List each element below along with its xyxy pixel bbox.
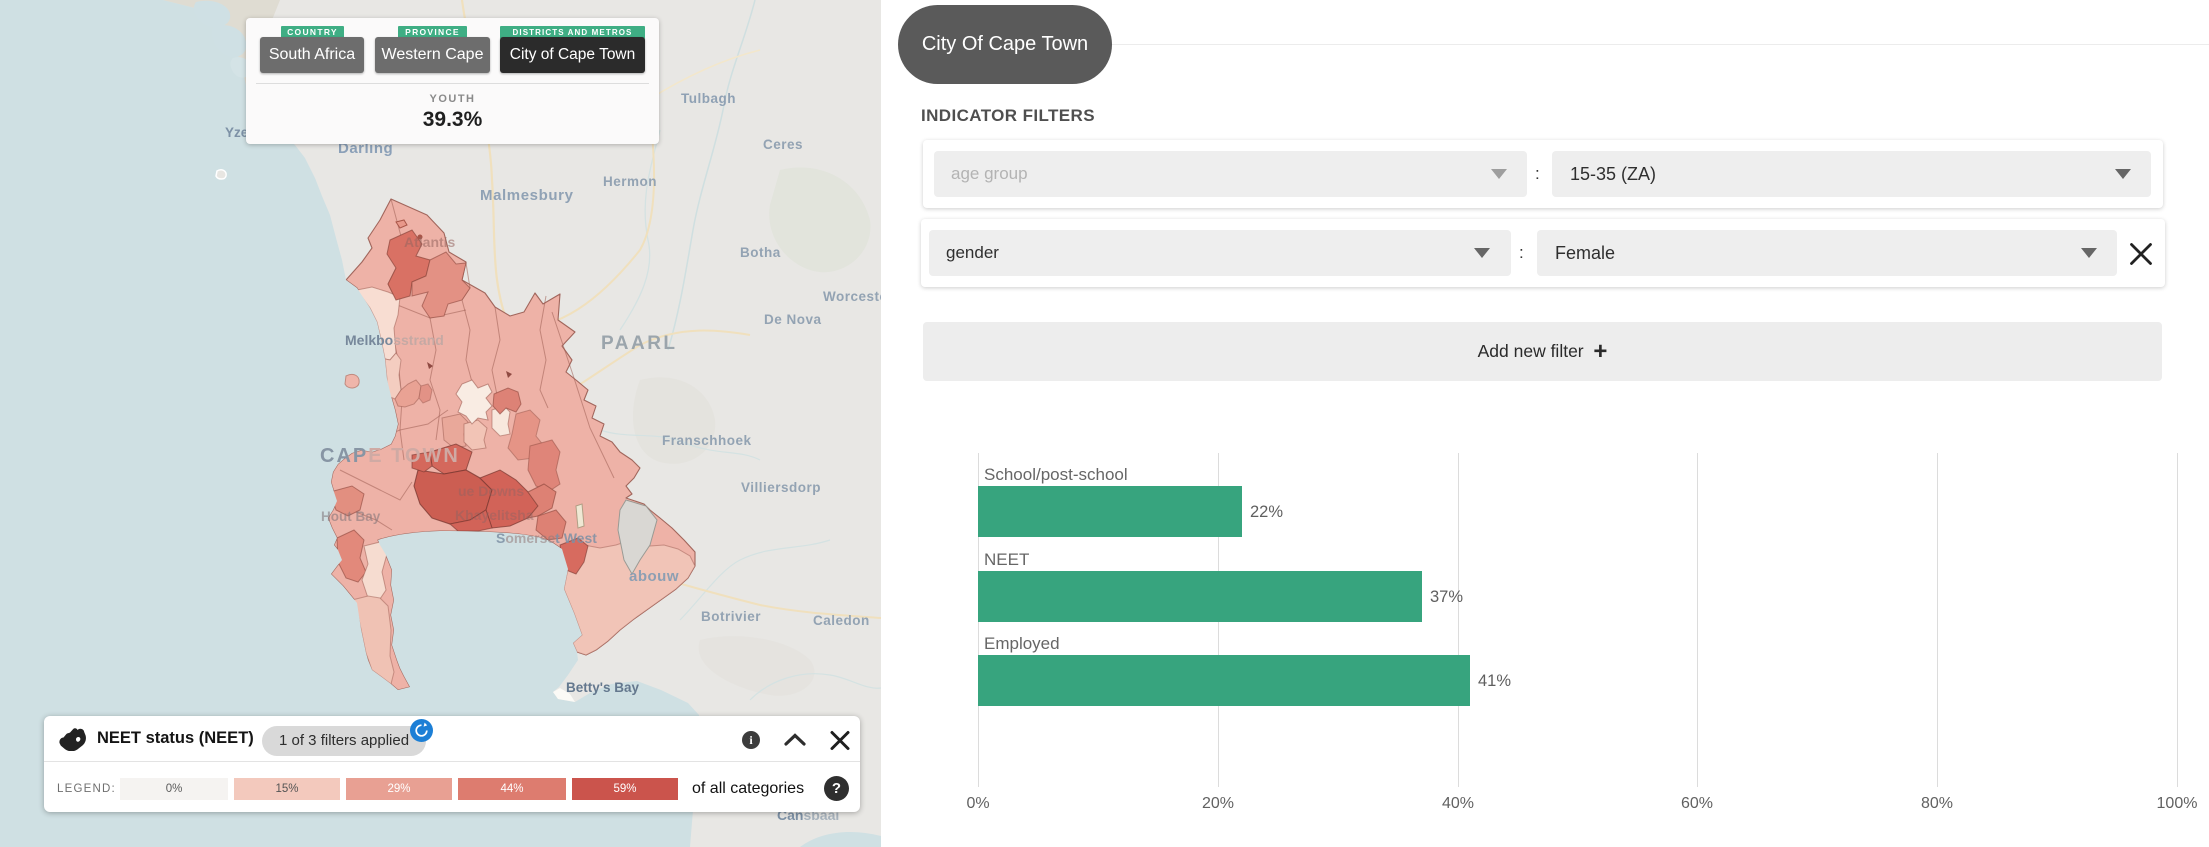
svg-text:Melkbosstrand: Melkbosstrand <box>345 332 444 348</box>
svg-text:Betty's Bay: Betty's Bay <box>566 680 639 695</box>
svg-text:CAPE TOWN: CAPE TOWN <box>320 445 460 467</box>
svg-text:Khayelitsha: Khayelitsha <box>455 507 534 523</box>
svg-text:Tulbagh: Tulbagh <box>681 91 736 106</box>
svg-text:abouw: abouw <box>629 568 679 585</box>
svg-text:ue Downs: ue Downs <box>458 483 524 499</box>
svg-text:Botha: Botha <box>740 245 781 260</box>
svg-text:PAARL: PAARL <box>601 333 678 354</box>
svg-text:Villiersdorp: Villiersdorp <box>741 480 821 495</box>
svg-text:Worcester: Worcester <box>823 289 881 304</box>
svg-text:Franschhoek: Franschhoek <box>662 433 752 448</box>
svg-text:Atlantis: Atlantis <box>404 234 456 250</box>
svg-text:De Nova: De Nova <box>764 312 822 327</box>
svg-text:Somerset West: Somerset West <box>496 530 597 546</box>
svg-text:Darling: Darling <box>338 140 393 157</box>
svg-text:Caledon: Caledon <box>813 613 870 628</box>
svg-text:Botrivier: Botrivier <box>701 609 761 624</box>
svg-text:Malmesbury: Malmesbury <box>480 187 574 204</box>
svg-text:Hout Bay: Hout Bay <box>321 509 381 524</box>
svg-text:Ceres: Ceres <box>763 137 803 152</box>
svg-text:Hermon: Hermon <box>603 174 657 189</box>
